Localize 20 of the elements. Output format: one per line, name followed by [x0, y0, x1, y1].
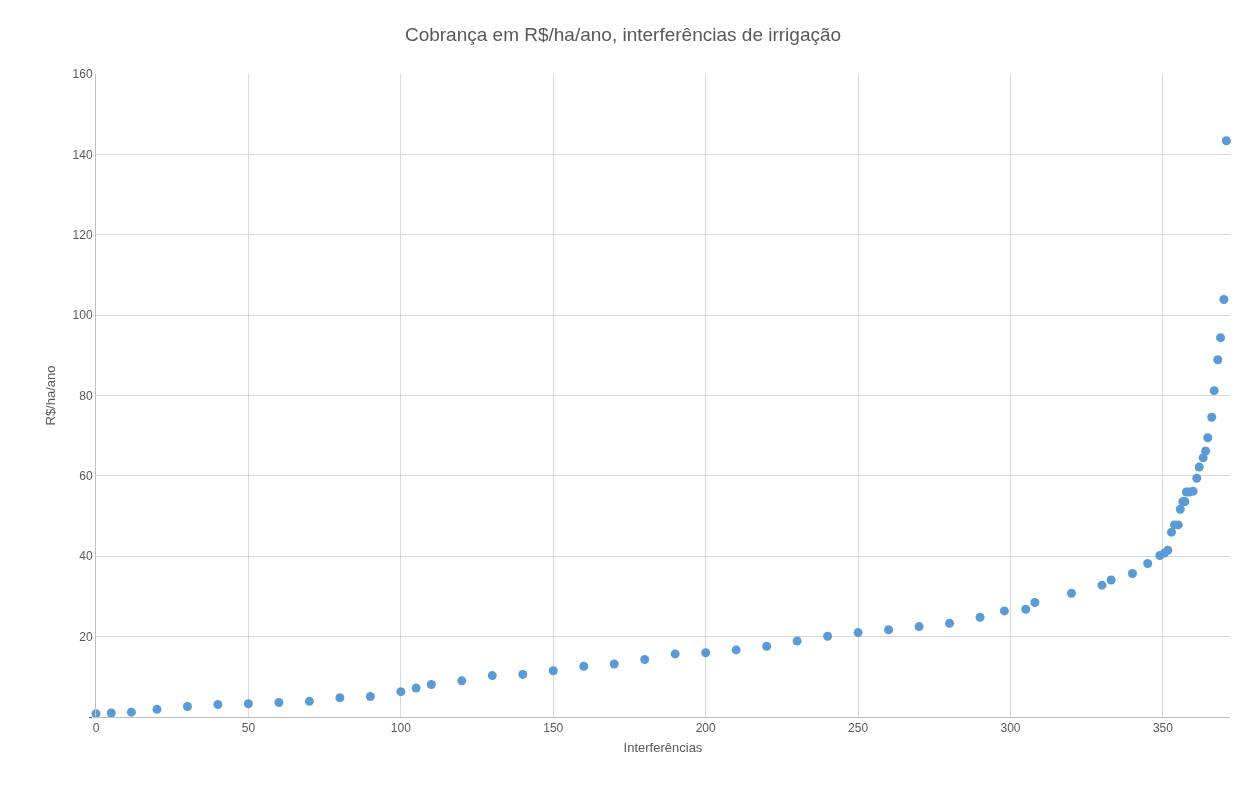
- y-axis-title: R$/ha/ano: [42, 365, 58, 426]
- x-tick-label: 150: [543, 721, 564, 736]
- x-tick-label: 50: [241, 721, 256, 736]
- y-tick-label: 20: [79, 629, 93, 644]
- chart-title: Cobrança em R$/ha/ano, interferências de irrigação: [404, 23, 842, 45]
- y-tick-label: 140: [72, 147, 93, 162]
- x-tick-label: 350: [1152, 721, 1174, 736]
- y-tick-label: 40: [79, 549, 93, 564]
- x-tick-label: 300: [1000, 721, 1021, 736]
- y-tick-label: 80: [79, 388, 93, 403]
- y-tick-label: 60: [79, 469, 93, 484]
- x-tick-label: 200: [695, 721, 717, 736]
- y-tick-label: 100: [72, 308, 93, 323]
- x-tick-label: 0: [92, 721, 100, 736]
- y-tick-label: 120: [72, 227, 93, 242]
- x-tick-label: 100: [390, 721, 412, 736]
- y-tick-label: -: [88, 710, 93, 725]
- x-tick-label: 250: [848, 721, 869, 736]
- y-tick-label: 160: [72, 67, 93, 82]
- x-axis-title: Interferências: [623, 740, 703, 755]
